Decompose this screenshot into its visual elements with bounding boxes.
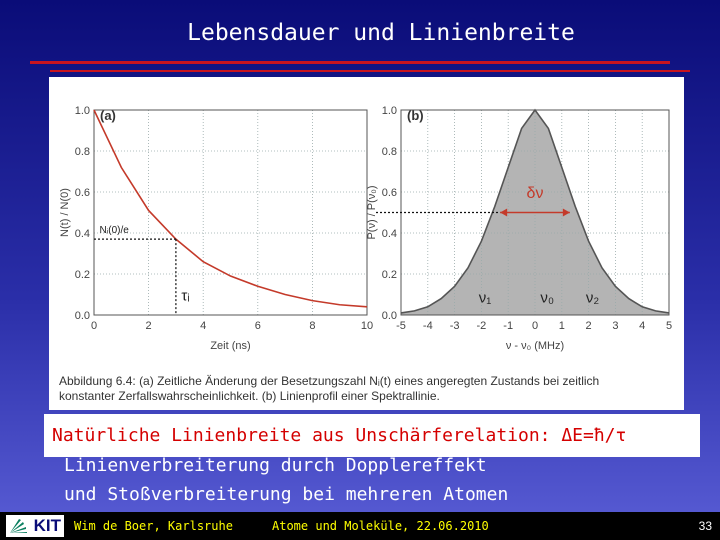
chart-b-panel-label: (b) [407,108,424,123]
chart-b-x-tick-label: 4 [639,320,645,332]
chart-a-panel-label: (a) [100,108,116,123]
chart-b-x-tick-label: 0 [532,320,538,332]
slide-title: Lebensdauer und Linienbreite [187,20,575,46]
chart-b-x-tick-label: -4 [423,320,433,332]
chart-a-annotation-0: Nᵢ(0)/e [99,225,129,236]
body-line-2: und Stoßverbreiterung bei mehreren Atome… [64,484,509,505]
chart-b-x-tick-label: -3 [450,320,460,332]
chart-a-annotation-1: τᵢ [181,288,189,305]
kit-logo-text: KIT [33,516,61,535]
chart-b-annotation-2: ν₀ [540,290,554,307]
chart-a-y-tick-label: 0.8 [75,146,90,158]
chart-a-y-tick-label: 0.6 [75,187,90,199]
chart-b-annotation-0: δν [527,185,544,202]
footer-course: Atome und Moleküle, 22.06.2010 [272,519,489,533]
footer-bar: KIT Wim de Boer, Karlsruhe Atome und Mol… [0,512,720,540]
chart-b-x-tick-label: 3 [612,320,618,332]
chart-a-y-tick-label: 0.4 [75,228,90,240]
title-underline-bottom [50,70,690,72]
chart-b-x-tick-label: 1 [559,320,565,332]
chart-b-x-tick-label: -1 [503,320,513,332]
chart-b-y-tick-label: 0.2 [382,269,397,281]
kit-logo: KIT [6,515,64,537]
caption-line-2: konstanter Zerfallswahrscheinlichkeit. (… [59,389,440,403]
chart-b-y-axis-label: P(ν) / P(ν₀) [366,185,378,239]
chart-b-x-tick-label: 5 [666,320,672,332]
chart-b-y-tick-label: 1.0 [382,105,397,117]
chart-b-y-tick-label: 0.6 [382,187,397,199]
chart-a-y-axis-label: N(t) / N(0) [59,188,71,237]
chart-a-x-tick-label: 6 [255,320,261,332]
chart-b-fwhm-arrowhead-left [500,208,508,217]
highlight-banner: Natürliche Linienbreite aus Unschärferel… [44,414,700,457]
chart-a-y-tick-label: 0.2 [75,269,90,281]
chart-b-series-line [400,108,670,314]
chart-b-x-tick-label: -5 [396,320,406,332]
chart-a-x-tick-label: 4 [200,320,206,332]
figure-charts: 0 2 4 6 8 100.00.20.40.60.81.0 (a)Zeit (ns)N(t… [59,105,672,352]
chart-b-y-tick-label: 0.4 [382,228,397,240]
chart-a-x-tick-label: 2 [146,320,152,332]
figure-panel: 0 2 4 6 8 10 0.0 0.2 0.4 0.6 0.8 1.0 (a) Zeit (ns) N(t… [49,77,684,410]
chart-a-y-tick-label: 1.0 [75,105,90,117]
chart-b-x-tick-label: -2 [477,320,487,332]
chart-a-x-axis-label: Zeit (ns) [210,340,250,352]
chart-a-series-line [93,109,368,308]
page-number: 33 [698,519,712,533]
footer-author: Wim de Boer, Karlsruhe [74,519,233,533]
chart-a-y-tick-label: 0.0 [75,310,90,322]
chart-a-x-tick-label: 0 [91,320,97,332]
title-underline-top [30,61,670,64]
chart-b-y-tick-label: 0.8 [382,146,397,158]
chart-a-frame [93,109,368,316]
chart-b-annotation-1: ν₁ [479,290,492,307]
chart-b-x-tick-label: 2 [586,320,592,332]
chart-a-x-tick-label: 10 [361,320,373,332]
figure-caption: Abbildung 6.4: (a) Zeitliche Änderung de… [59,374,674,404]
caption-line-1: Abbildung 6.4: (a) Zeitliche Änderung de… [59,374,600,388]
kit-logo-icon [10,519,27,533]
chart-b-x-axis-label: ν - ν₀ (MHz) [506,340,564,352]
chart-b-annotation-3: ν₂ [586,290,600,307]
body-line-1: Linienverbreiterung durch Dopplereffekt [64,455,487,476]
chart-b-y-tick-label: 0.0 [382,310,397,322]
chart-b-fwhm-arrowhead-right [562,208,570,217]
chart-a-x-tick-label: 8 [309,320,315,332]
